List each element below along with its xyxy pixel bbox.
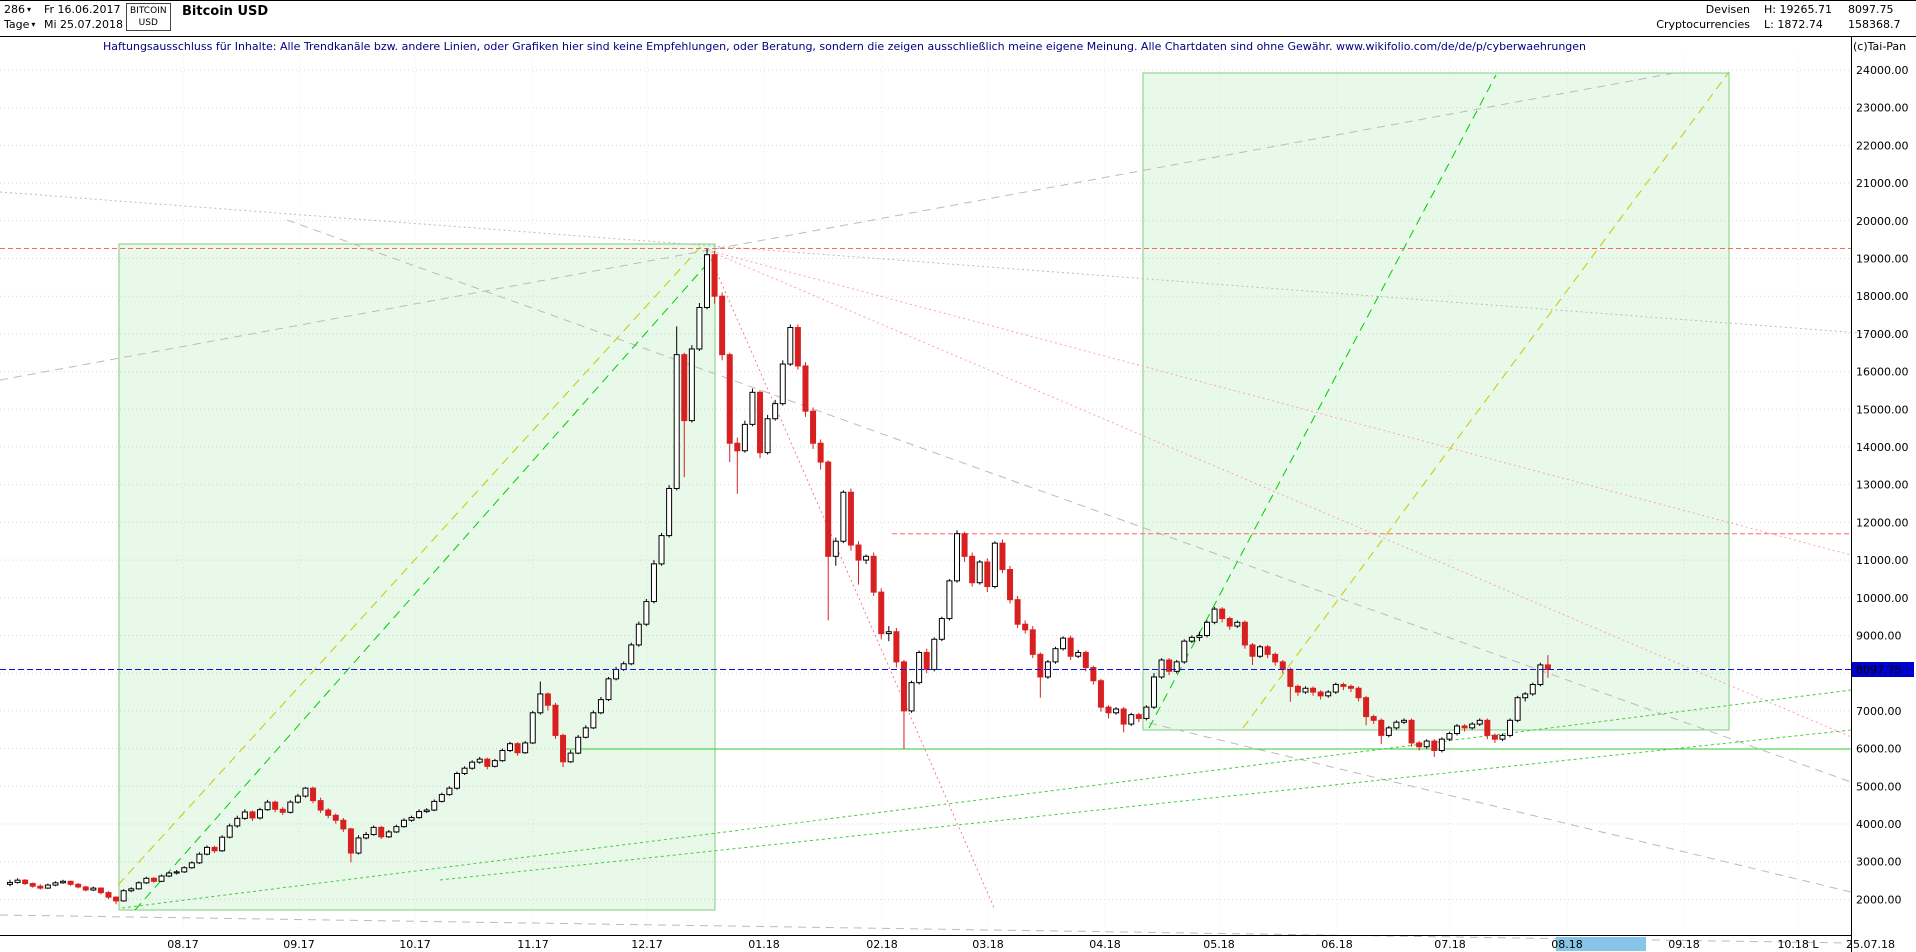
x-axis-label: 10.17 xyxy=(399,938,431,951)
y-axis-label: 23000.00 xyxy=(1856,102,1909,115)
gridlines xyxy=(0,55,1851,935)
x-axis-label: 01.18 xyxy=(748,938,780,951)
x-axis-label: 09.17 xyxy=(283,938,315,951)
y-axis-label: 19000.00 xyxy=(1856,253,1909,266)
last-price-line: 8097.75 xyxy=(0,662,1914,678)
x-axis-label: 08.18 xyxy=(1551,938,1583,951)
y-axis-label: 22000.00 xyxy=(1856,139,1909,152)
bars-count-value: 286 xyxy=(4,3,25,16)
period-low: L: 1872.74 xyxy=(1764,18,1823,31)
green-support-line-2 xyxy=(439,729,1852,881)
timeframe-select[interactable]: Tage ▾ xyxy=(4,18,35,31)
disclaimer-text: Haftungsausschluss für Inhalte: Alle Tre… xyxy=(103,40,1587,53)
date-from: Fr 16.06.2017 xyxy=(44,3,121,16)
copyright-label: (c)Tai-Pan xyxy=(1853,40,1907,53)
y-axis-label: 18000.00 xyxy=(1856,290,1909,303)
y-axis-label: 24000.00 xyxy=(1856,64,1909,77)
gray-trend-line-4 xyxy=(0,914,1852,944)
y-axis-label: 10000.00 xyxy=(1856,592,1909,605)
y-axis-label: 20000.00 xyxy=(1856,215,1909,228)
caret-down-icon: ▾ xyxy=(31,20,36,29)
x-axis-label: 04.18 xyxy=(1089,938,1121,951)
category-line1: Devisen xyxy=(1705,3,1750,16)
category-line2: Cryptocurrencies xyxy=(1656,18,1750,31)
horizontal-levels xyxy=(0,247,1851,750)
green-uptrend-line-2017 xyxy=(134,254,716,911)
y-axis-label: 6000.00 xyxy=(1856,743,1902,756)
caret-down-icon: ▾ xyxy=(27,5,32,14)
y-axis-label: 2000.00 xyxy=(1856,893,1902,906)
pink-downtrend-fan-3 xyxy=(706,249,996,911)
green-support-line-1 xyxy=(121,689,1852,909)
y-axis-label: 16000.00 xyxy=(1856,366,1909,379)
y-axis-label: 7000.00 xyxy=(1856,705,1902,718)
y-axis-label: 17000.00 xyxy=(1856,328,1909,341)
candlesticks xyxy=(7,248,1551,905)
gray-trend-line-1 xyxy=(0,71,1681,381)
axes: 24000.00 23000.00 22000.00 21000.00 20000.00… xyxy=(167,64,1909,951)
y-axis-label: 13000.00 xyxy=(1856,479,1909,492)
x-axis-highlight xyxy=(1556,937,1646,951)
yellow-trend-line-2018 xyxy=(1242,71,1730,729)
y-axis-label: 15000.00 xyxy=(1856,403,1909,416)
timeframe-value: Tage xyxy=(4,18,30,31)
chart-title: Bitcoin USD xyxy=(182,4,269,19)
y-axis-label: 3000.00 xyxy=(1856,856,1902,869)
x-axis-label: 10.18 L xyxy=(1777,938,1819,951)
pink-downtrend-fan-2 xyxy=(706,249,1852,738)
gray-trend-line-2 xyxy=(286,219,1852,783)
y-axis-label: 4000.00 xyxy=(1856,818,1902,831)
bars-count-select[interactable]: 286 ▾ xyxy=(4,3,31,16)
symbol-name: BITCOIN xyxy=(130,6,167,16)
volume-value: 158368.7 xyxy=(1848,18,1901,31)
x-axis-label: 11.17 xyxy=(517,938,549,951)
y-axis-label: 12000.00 xyxy=(1856,516,1909,529)
x-axis-label: 07.18 xyxy=(1434,938,1466,951)
yellow-trend-line-2017 xyxy=(117,243,704,886)
trend-channel-boxes xyxy=(118,72,1730,911)
x-axis-label: 12.17 xyxy=(631,938,663,951)
date-to: Mi 25.07.2018 xyxy=(44,18,124,31)
pink-downtrend-fan-1 xyxy=(706,249,1852,556)
y-axis-label: 21000.00 xyxy=(1856,177,1909,190)
x-axis-label: 09.18 xyxy=(1668,938,1700,951)
last-price-value: 8097.75 xyxy=(1848,3,1894,16)
x-axis-label: 06.18 xyxy=(1321,938,1353,951)
symbol-box[interactable]: BITCOIN USD xyxy=(126,3,171,31)
y-axis-label: 9000.00 xyxy=(1856,630,1902,643)
green-uptrend-line-2018 xyxy=(1148,74,1497,729)
trend-lines xyxy=(0,71,1901,944)
x-axis-corner-label: 25.07.18 xyxy=(1846,938,1895,951)
last-price-badge-text: 8097.75 xyxy=(1856,664,1902,677)
symbol-currency: USD xyxy=(138,18,158,28)
x-axis-label: 02.18 xyxy=(866,938,898,951)
x-axis-label: 05.18 xyxy=(1203,938,1235,951)
last-price-badge xyxy=(1852,662,1914,678)
x-axis-label: 03.18 xyxy=(972,938,1004,951)
y-axis-label: 5000.00 xyxy=(1856,780,1902,793)
trend-channel-box-2017 xyxy=(118,243,716,911)
period-high: H: 19265.71 xyxy=(1764,3,1832,16)
trend-channel-box-2018 xyxy=(1142,72,1730,731)
x-axis-label: 08.17 xyxy=(167,938,199,951)
y-axis-label: 11000.00 xyxy=(1856,554,1909,567)
y-axis-label: 14000.00 xyxy=(1856,441,1909,454)
